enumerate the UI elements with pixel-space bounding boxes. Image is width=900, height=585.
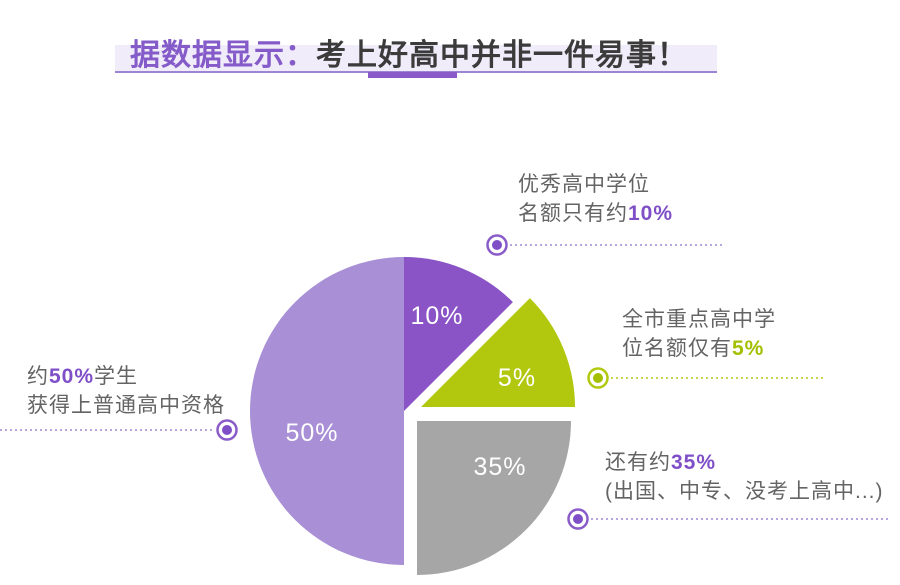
callout-left: 约50%学生 获得上普通高中资格 [27,362,225,420]
callout-left-line2: 获得上普通高中资格 [27,394,225,417]
pie-slice-50 [250,257,404,565]
bullet-dot-left [222,425,232,435]
leader-bottom-right [567,508,888,530]
bullet-dot-right [593,373,603,383]
slice-value-10: 10% [410,302,464,330]
header-accent-bar [368,72,457,78]
callout-bottom-right: 还有约35% (出国、中专、没考上高中...) [605,448,884,506]
bullet-ring-left [216,419,238,441]
callout-left-value: 50% [49,365,95,388]
bullet-dot-top-right [492,240,502,250]
pie-slice-10 [404,257,513,411]
slice-value-35: 35% [473,453,527,481]
callout-right: 全市重点高中学 位名额仅有5% [622,305,776,363]
slice-value-5: 5% [497,364,537,392]
bullet-dot-bottom-right [573,514,583,524]
page-title: 据数据显示：考上好高中并非一件易事！ [130,30,688,74]
callout-top-right: 优秀高中学位 名额只有约10% [518,170,673,228]
callout-top-right-line2: 名额只有约10% [518,202,674,225]
page-title-main: 考上好高中并非一件易事！ [316,39,688,72]
slice-value-50: 50% [285,419,339,447]
callout-right-line1: 全市重点高中学 [622,308,776,331]
callout-left-line1: 约50%学生 [27,365,139,388]
pie-slice-5 [421,298,575,407]
leader-left [0,419,238,441]
bullet-ring-bottom-right [567,508,589,530]
callout-bottom-right-value: 35% [671,451,717,474]
callout-right-value: 5% [732,337,765,360]
bullet-ring-top-right [486,234,508,256]
callout-top-right-line1: 优秀高中学位 [518,173,650,196]
bullet-ring-right [587,367,609,389]
leader-top-right [486,234,722,256]
page-title-highlight: 据数据显示： [130,39,316,72]
callout-bottom-right-line1: 还有约35% [605,451,717,474]
callout-top-right-value: 10% [628,202,674,225]
pie-slice-35 [417,421,571,575]
callout-right-line2: 位名额仅有5% [622,337,765,360]
leader-right [587,367,823,389]
callout-bottom-right-line2: (出国、中专、没考上高中...) [605,480,884,503]
